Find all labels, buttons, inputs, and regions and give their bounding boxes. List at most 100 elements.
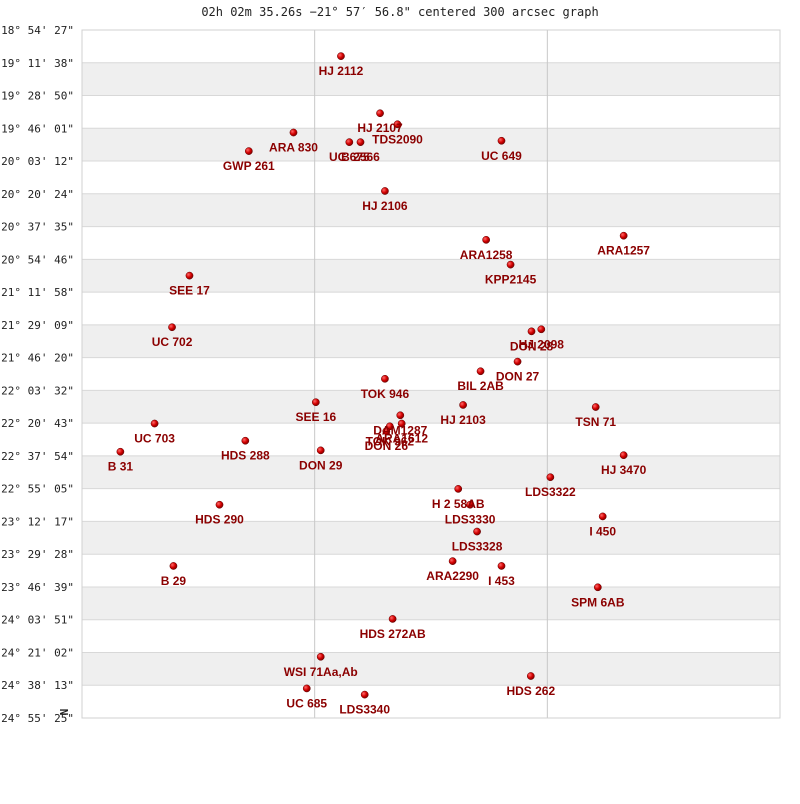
star-point[interactable]: [537, 325, 546, 334]
star-point[interactable]: [459, 401, 467, 409]
star-label: ARA 830: [269, 141, 318, 155]
star-point[interactable]: [382, 427, 391, 435]
y-tick-label: -24° 38' 13": [0, 679, 74, 692]
star-point[interactable]: [598, 512, 607, 521]
star-point[interactable]: [376, 109, 384, 118]
star-point[interactable]: [448, 557, 457, 565]
star-point[interactable]: [185, 271, 194, 280]
star-label: ARA1257: [597, 244, 650, 258]
star-point[interactable]: [393, 120, 402, 129]
star-point[interactable]: [546, 473, 555, 482]
star-point[interactable]: [169, 562, 178, 570]
star-label: WSI 71Aa,Ab: [284, 665, 358, 679]
grid-band: [82, 62, 780, 96]
star-point[interactable]: [513, 357, 522, 366]
star-point[interactable]: [506, 260, 515, 269]
plot-frame: [81, 29, 781, 719]
star-label: TDS2090: [372, 132, 423, 146]
star-label: SEE 17: [169, 284, 210, 298]
y-tick-label: -22° 03' 32": [0, 384, 74, 397]
star-point[interactable]: [591, 403, 600, 411]
star-point[interactable]: [527, 327, 536, 336]
star-label: H 2 58AB: [432, 497, 485, 511]
star-label: DON 29: [299, 458, 343, 472]
star-point[interactable]: [215, 500, 224, 509]
star-point[interactable]: [345, 138, 354, 146]
star-label: B 31: [108, 460, 134, 474]
star-label: UC 702: [152, 335, 193, 349]
star-point[interactable]: [360, 690, 369, 699]
star-label: LDS3340: [339, 703, 390, 717]
grid-band: [82, 259, 780, 293]
star-point[interactable]: [168, 323, 176, 332]
grid-band: [82, 128, 780, 162]
star-point[interactable]: [497, 562, 506, 570]
y-tick-label: -19° 28' 50": [0, 90, 74, 103]
y-tick-label: -21° 29' 09": [0, 319, 74, 332]
star-label: HJ 2112: [319, 64, 364, 78]
star-point[interactable]: [593, 583, 602, 592]
y-tick-label: -23° 29' 28": [0, 548, 74, 561]
y-tick-label: -20° 20' 24": [0, 188, 74, 201]
star-label: TOK 946: [361, 387, 410, 401]
star-point[interactable]: [526, 672, 535, 680]
star-point[interactable]: [302, 684, 311, 693]
star-label: I 453: [488, 574, 515, 588]
star-point[interactable]: [356, 138, 365, 146]
grid-band: [82, 455, 780, 489]
star-label: LDS3328: [452, 540, 503, 554]
y-tick-label: -24° 55' 25": [0, 712, 74, 725]
star-point[interactable]: [466, 500, 474, 509]
star-point[interactable]: [241, 436, 250, 445]
star-label: HDS 262: [506, 684, 555, 698]
star-label: HDS 288: [221, 449, 270, 463]
star-point[interactable]: [476, 367, 485, 376]
star-point[interactable]: [244, 147, 253, 155]
star-label: ARA2290: [426, 569, 479, 583]
star-point[interactable]: [482, 235, 490, 244]
star-point[interactable]: [473, 527, 481, 536]
star-point[interactable]: [337, 52, 345, 60]
grid-band: [82, 193, 780, 227]
star-point[interactable]: [381, 374, 389, 383]
star-point[interactable]: [454, 485, 463, 493]
y-tick-label: -20° 37' 35": [0, 221, 74, 234]
star-label: I 450: [589, 524, 616, 538]
star-point[interactable]: [619, 231, 628, 240]
star-label: BIL 2AB: [457, 379, 504, 393]
grid-band: [82, 586, 780, 620]
star-point[interactable]: [116, 447, 125, 456]
y-tick-label: -24° 03' 51": [0, 614, 74, 627]
y-tick-label: -20° 54' 46": [0, 253, 74, 266]
star-label: UC 703: [134, 432, 175, 446]
star-point[interactable]: [316, 652, 325, 661]
star-label: HJ 2103: [440, 413, 486, 427]
star-label: HJ 2106: [362, 199, 408, 213]
y-tick-label: -19° 11' 38": [0, 57, 74, 70]
star-point[interactable]: [289, 128, 298, 137]
y-tick-label: -21° 46' 20": [0, 352, 74, 365]
grid-band: [82, 521, 780, 555]
y-tick-label: -24° 21' 02": [0, 646, 74, 659]
star-point[interactable]: [619, 451, 628, 460]
star-point[interactable]: [388, 615, 397, 623]
star-point[interactable]: [381, 187, 389, 195]
star-point[interactable]: [396, 411, 405, 420]
star-label: DON 26: [365, 439, 409, 453]
star-label: HDS 290: [195, 513, 244, 527]
star-label: GWP 261: [223, 159, 275, 173]
star-label: LDS3322: [525, 485, 576, 499]
star-point[interactable]: [316, 446, 325, 455]
star-point[interactable]: [497, 136, 506, 145]
star-label: UC 685: [286, 696, 327, 710]
y-tick-label: -18° 54' 27": [0, 24, 74, 37]
star-point[interactable]: [397, 419, 406, 428]
star-point[interactable]: [150, 419, 159, 428]
star-label: DON 27: [496, 370, 540, 384]
star-point[interactable]: [311, 398, 320, 407]
star-label: KPP2145: [485, 273, 537, 287]
north-marker: N: [57, 709, 70, 716]
star-label: SEE 16: [295, 410, 336, 424]
